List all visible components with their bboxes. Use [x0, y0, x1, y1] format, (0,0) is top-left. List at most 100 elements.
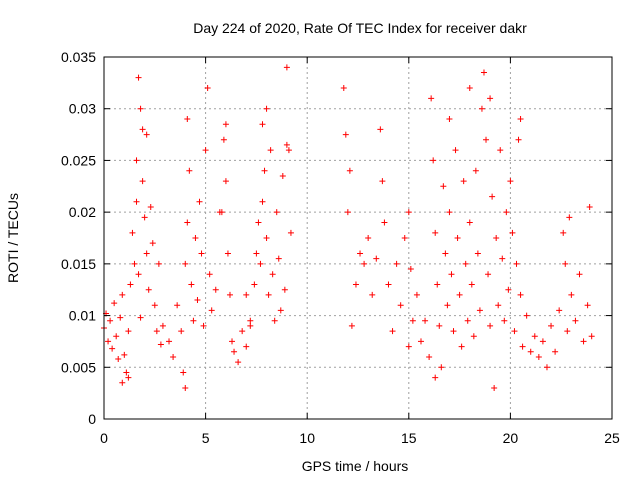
- data-point: [543, 364, 550, 371]
- data-point: [346, 167, 353, 174]
- data-point: [113, 333, 120, 340]
- y-axis-ticks: 0 0.005 0.01 0.015 0.02 0.025 0.03 0.035: [61, 49, 612, 427]
- data-points: [101, 64, 595, 391]
- data-point: [497, 147, 504, 154]
- data-point: [340, 85, 347, 92]
- data-point: [342, 131, 349, 138]
- data-point: [127, 281, 134, 288]
- data-point: [222, 121, 229, 128]
- data-point: [119, 291, 126, 298]
- data-point: [493, 235, 500, 241]
- data-point: [247, 322, 254, 329]
- data-point: [222, 178, 229, 185]
- data-point: [432, 374, 439, 381]
- data-point: [129, 229, 136, 236]
- data-point: [182, 260, 189, 267]
- y-tick-label: 0.005: [61, 359, 96, 375]
- data-point: [117, 314, 124, 321]
- data-point: [397, 302, 404, 309]
- data-point: [105, 338, 112, 345]
- data-point: [507, 178, 514, 185]
- data-point: [460, 178, 467, 185]
- data-point: [174, 302, 181, 309]
- data-point: [499, 255, 506, 262]
- y-axis-label: ROTI / TECUs: [5, 193, 21, 283]
- data-point: [275, 255, 282, 262]
- data-point: [261, 167, 268, 174]
- data-point: [253, 250, 260, 257]
- data-point: [273, 209, 280, 216]
- data-point: [133, 198, 140, 205]
- data-point: [564, 328, 571, 335]
- data-point: [139, 178, 146, 185]
- data-point: [446, 116, 453, 123]
- y-tick-label: 0.01: [69, 308, 96, 324]
- data-point: [357, 250, 364, 257]
- data-point: [448, 271, 455, 278]
- data-point: [348, 322, 355, 329]
- y-tick-label: 0.035: [61, 49, 96, 65]
- data-point: [283, 64, 290, 71]
- data-point: [446, 209, 453, 216]
- data-point: [511, 328, 518, 335]
- data-point: [259, 198, 266, 205]
- data-point: [352, 281, 359, 288]
- data-point: [584, 302, 591, 309]
- data-point: [208, 307, 215, 314]
- data-point: [478, 105, 485, 112]
- data-point: [527, 348, 534, 355]
- data-point: [107, 317, 114, 324]
- data-point: [137, 314, 144, 321]
- data-point: [269, 271, 276, 278]
- data-point: [263, 105, 270, 112]
- data-point: [204, 85, 211, 92]
- data-point: [139, 126, 146, 133]
- data-point: [361, 260, 368, 267]
- x-tick-label: 25: [604, 430, 620, 446]
- data-point: [137, 105, 144, 112]
- data-point: [586, 203, 593, 210]
- plot-frame: [103, 56, 613, 420]
- data-point: [109, 345, 116, 352]
- data-point: [436, 322, 443, 329]
- data-point: [147, 203, 154, 210]
- x-tick-label: 0: [100, 430, 108, 446]
- data-point: [483, 136, 490, 143]
- chart-title: Day 224 of 2020, Rate Of TEC Index for r…: [193, 20, 527, 36]
- x-tick-label: 20: [503, 430, 519, 446]
- data-point: [231, 348, 238, 355]
- data-point: [588, 333, 595, 340]
- data-point: [428, 95, 435, 102]
- x-tick-label: 10: [299, 430, 315, 446]
- data-point: [432, 229, 439, 236]
- data-point: [143, 250, 150, 257]
- data-point: [267, 147, 274, 154]
- x-axis-ticks: 0 5 10 15 20 25: [100, 57, 620, 446]
- data-point: [452, 147, 459, 154]
- data-point: [251, 281, 258, 288]
- data-point: [111, 300, 118, 307]
- y-tick-label: 0.015: [61, 256, 96, 272]
- data-point: [218, 209, 225, 216]
- data-point: [369, 291, 376, 298]
- data-point: [257, 260, 264, 267]
- data-point: [440, 183, 447, 190]
- data-point: [281, 286, 288, 293]
- data-point: [401, 235, 408, 241]
- data-point: [519, 343, 526, 350]
- data-point: [115, 356, 122, 363]
- data-point: [166, 338, 173, 345]
- y-tick-label: 0.03: [69, 101, 96, 117]
- data-point: [434, 281, 441, 288]
- data-point: [182, 384, 189, 391]
- data-point: [373, 255, 380, 262]
- data-point: [413, 291, 420, 298]
- data-point: [377, 126, 384, 133]
- data-point: [505, 286, 512, 293]
- data-point: [491, 384, 498, 391]
- data-point: [405, 343, 412, 350]
- x-tick-label: 15: [401, 430, 417, 446]
- data-point: [119, 379, 126, 386]
- data-point: [224, 250, 231, 257]
- data-point: [263, 235, 270, 241]
